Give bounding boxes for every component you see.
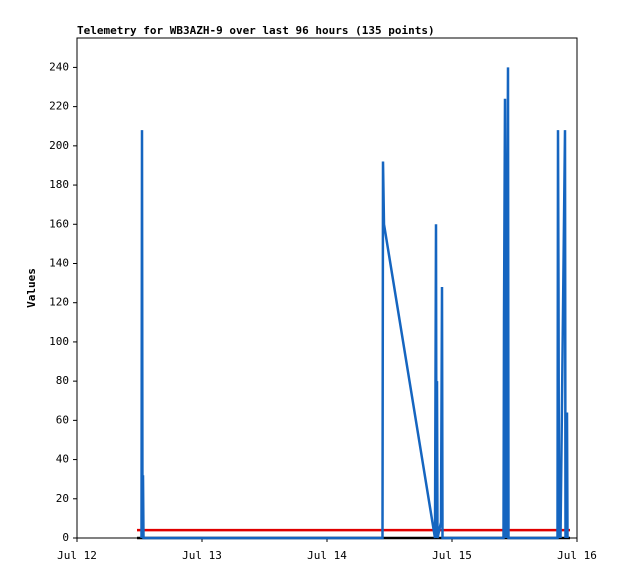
y-tick-label: 240: [49, 60, 69, 73]
y-tick-label: 180: [49, 178, 69, 191]
y-tick-label: 200: [49, 139, 69, 152]
y-tick-label: 40: [56, 453, 69, 466]
y-tick-label: 0: [62, 531, 69, 544]
x-tick-label: Jul 12: [57, 549, 97, 562]
x-tick-label: Jul 16: [557, 549, 597, 562]
x-tick-label: Jul 13: [182, 549, 222, 562]
y-tick-label: 220: [49, 100, 69, 113]
y-tick-label: 120: [49, 296, 69, 309]
y-tick-label: 80: [56, 374, 69, 387]
y-tick-label: 140: [49, 256, 69, 269]
series-line: [140, 67, 569, 540]
y-tick-label: 20: [56, 492, 69, 505]
x-tick-label: Jul 15: [432, 549, 472, 562]
x-tick-label: Jul 14: [307, 549, 347, 562]
y-tick-label: 160: [49, 217, 69, 230]
chart-title: Telemetry for WB3AZH-9 over last 96 hour…: [77, 24, 435, 37]
y-tick-label: 60: [56, 413, 69, 426]
y-axis-label: Values: [25, 268, 38, 308]
y-tick-label: 100: [49, 335, 69, 348]
